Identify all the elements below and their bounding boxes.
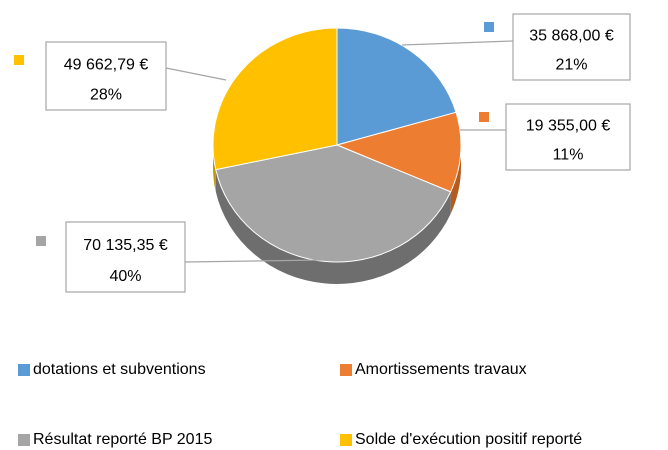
slice-side bbox=[215, 169, 451, 284]
slice bbox=[215, 144, 452, 263]
legend-swatch bbox=[340, 434, 352, 446]
legend-label: Amortissements travaux bbox=[355, 361, 527, 378]
label-box bbox=[505, 103, 631, 171]
legend-label: Solde d'exécution positif reporté bbox=[355, 431, 582, 448]
label-swatch bbox=[36, 236, 46, 246]
leader-line bbox=[184, 259, 323, 263]
slice bbox=[335, 111, 462, 193]
label-swatch bbox=[484, 22, 494, 32]
leader-line bbox=[401, 40, 514, 46]
percent-label: 40% bbox=[109, 268, 141, 285]
label-swatch bbox=[479, 112, 489, 122]
percent-label: 11% bbox=[553, 147, 584, 164]
legend-label: Résultat reporté BP 2015 bbox=[33, 431, 212, 448]
label-swatch bbox=[14, 55, 24, 65]
legend-label: dotations et subventions bbox=[33, 361, 206, 378]
label-box bbox=[512, 13, 631, 81]
legend-swatch bbox=[340, 364, 352, 376]
value-label: 35 868,00 € bbox=[529, 28, 614, 45]
slice bbox=[336, 27, 457, 146]
percent-label: 28% bbox=[90, 86, 122, 103]
value-label: 70 135,35 € bbox=[83, 237, 168, 254]
label-box bbox=[45, 41, 167, 111]
legend-swatch bbox=[18, 434, 30, 446]
legend-swatch bbox=[18, 364, 30, 376]
slice bbox=[212, 27, 338, 171]
slice-side bbox=[213, 145, 216, 192]
value-label: 19 355,00 € bbox=[526, 118, 611, 135]
value-label: 49 662,79 € bbox=[64, 56, 149, 73]
percent-label: 21% bbox=[555, 57, 587, 74]
label-box bbox=[65, 221, 186, 293]
leader-line bbox=[165, 67, 227, 81]
